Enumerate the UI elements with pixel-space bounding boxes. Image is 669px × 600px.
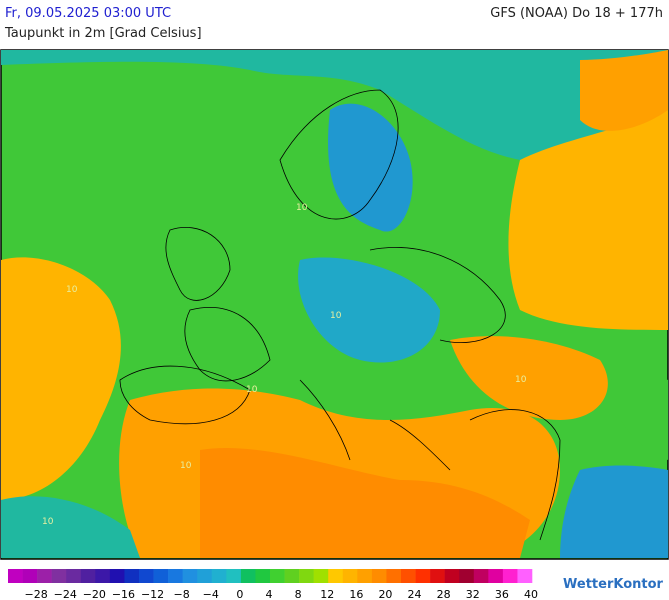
colorbar-swatch: [182, 569, 198, 583]
model: GFS (NOAA) Do 18 + 177h: [490, 6, 663, 21]
colorbar-swatch: [139, 569, 154, 583]
colorbar-label: 24: [408, 588, 422, 600]
colorbar-swatch: [459, 569, 475, 583]
colorbar-swatch: [80, 569, 96, 583]
colorbar-label: 40: [524, 588, 538, 600]
colorbar-swatch: [415, 569, 431, 583]
colorbar-swatch: [153, 569, 169, 583]
contour-label: 10: [330, 311, 342, 321]
colorbar-label: 20: [378, 588, 392, 600]
colorbar-swatch: [401, 569, 416, 583]
colorbar-label: 36: [495, 588, 509, 600]
contour-label: 10: [42, 517, 54, 527]
colorbar-label: 12: [320, 588, 334, 600]
colorbar-label: −12: [141, 588, 164, 600]
colorbar-label: 8: [295, 588, 302, 600]
colorbar-swatch: [211, 569, 227, 583]
colorbar-swatch: [371, 569, 387, 583]
colorbar-swatch: [168, 569, 183, 583]
colorbar-label: −20: [83, 588, 106, 600]
dewpoint-field: [1, 50, 668, 558]
logo: WetterKontor: [563, 577, 664, 592]
colorbar-swatch: [299, 569, 314, 583]
colorbar-swatch: [313, 569, 329, 583]
colorbar-label: 16: [349, 588, 363, 600]
colorbar-label: −24: [54, 588, 77, 600]
colorbar-swatch: [517, 569, 533, 583]
colorbar-swatch: [37, 569, 52, 583]
contour-label: 10: [515, 375, 527, 385]
colorbar-label: 28: [437, 588, 451, 600]
colorbar-swatch: [473, 569, 489, 583]
colorbar-swatch: [51, 569, 67, 583]
colorbar-label: −28: [25, 588, 48, 600]
colorbar-label: 4: [266, 588, 273, 600]
colorbar-swatch: [226, 569, 242, 583]
date: Fr, 09.05.2025 03:00 UTC: [5, 6, 172, 21]
colorbar-swatch: [488, 569, 504, 583]
colorbar-swatch: [197, 569, 213, 583]
coastlines: [119, 89, 561, 541]
colorbar-swatch: [328, 569, 344, 583]
colorbar-swatch: [342, 569, 358, 583]
colorbar-swatch: [22, 569, 38, 583]
subtitle: Taupunkt in 2m [Grad Celsius]: [5, 26, 202, 41]
colorbar-swatch: [386, 569, 402, 583]
contour-label: 10: [180, 461, 192, 471]
colorbar-swatch: [109, 569, 125, 583]
contour-label: 10: [246, 385, 258, 395]
colorbar-swatch: [66, 569, 82, 583]
colorbar-swatch: [124, 569, 140, 583]
colorbar-swatch: [240, 569, 256, 583]
colorbar: −28 −24 −20 −16 −12 −8 −4 0 4 8 12 16 20 24 28 32 36 40: [8, 569, 538, 600]
colorbar-swatch: [95, 569, 111, 583]
colorbar-swatch: [270, 569, 285, 583]
colorbar-label: −8: [174, 588, 190, 600]
colorbar-label: 0: [236, 588, 243, 600]
contour-labels: 10 10 10 10 10 10 10: [42, 203, 527, 527]
contour-label: 10: [66, 285, 78, 295]
colorbar-label: −4: [203, 588, 219, 600]
colorbar-label: 32: [466, 588, 480, 600]
colorbar-swatch: [502, 569, 518, 583]
colorbar-swatch: [284, 569, 300, 583]
colorbar-swatch: [444, 569, 460, 583]
colorbar-swatch: [8, 569, 23, 583]
colorbar-swatch: [430, 569, 445, 583]
contour-label: 10: [296, 203, 308, 213]
colorbar-swatch: [255, 569, 271, 583]
colorbar-label: −16: [112, 588, 135, 600]
colorbar-swatch: [357, 569, 373, 583]
